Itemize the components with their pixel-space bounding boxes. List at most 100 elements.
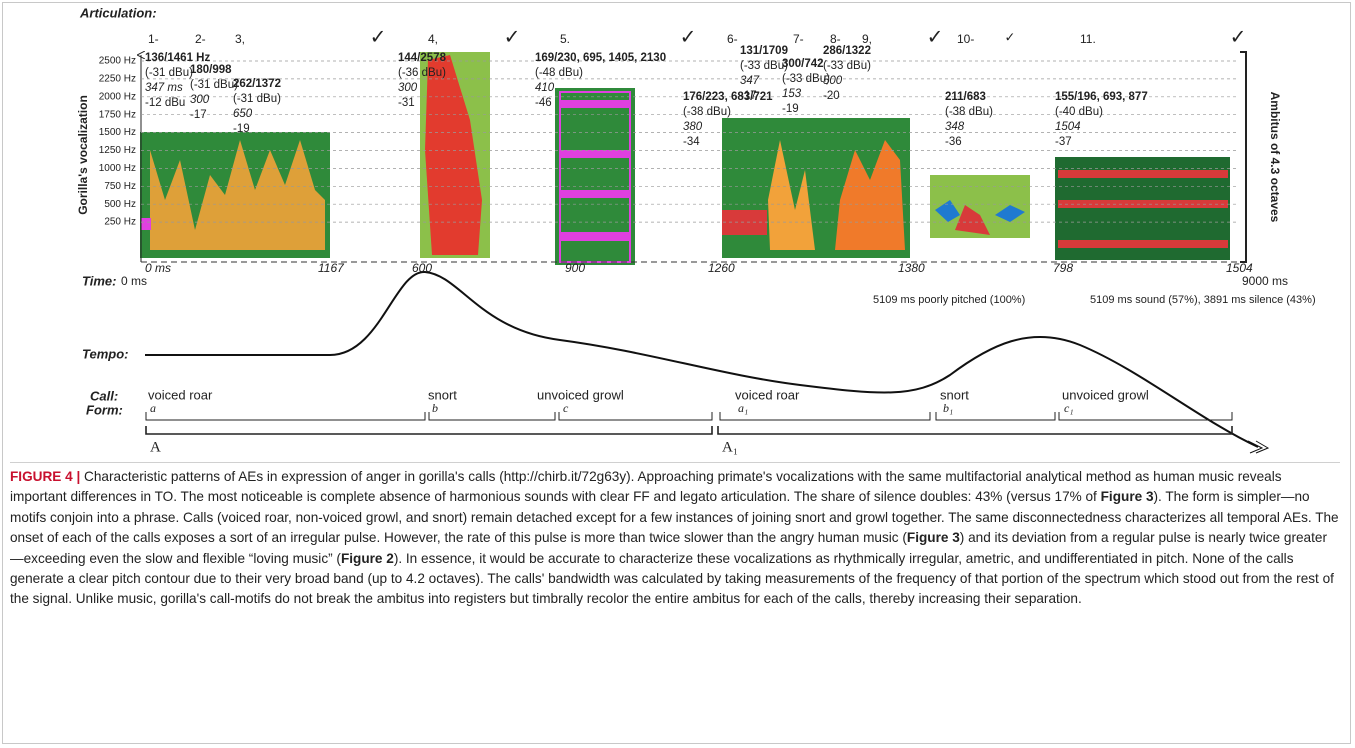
y-tick-label: 1500 Hz bbox=[99, 127, 136, 138]
annotation: 144/2578 bbox=[398, 52, 447, 64]
annotation: -20 bbox=[823, 90, 840, 102]
annotation: (-36 dBu) bbox=[398, 67, 446, 79]
time-label: 1504 bbox=[1226, 261, 1253, 275]
annotation: 136/1461 Hz bbox=[145, 52, 210, 64]
annotation: 300 bbox=[398, 82, 418, 94]
y-tick-label: 750 Hz bbox=[104, 181, 136, 192]
row-label: Form: bbox=[86, 402, 123, 417]
section-bracket bbox=[146, 426, 712, 434]
annotation: 153 bbox=[782, 88, 802, 100]
annotation: (-38 dBu) bbox=[945, 106, 993, 118]
form-letter: a bbox=[150, 401, 156, 415]
y-tick-label: 2250 Hz bbox=[99, 74, 136, 85]
annotation: 347 bbox=[740, 75, 760, 87]
annotation: 348 bbox=[945, 121, 965, 133]
annotation: 300/742 bbox=[782, 58, 824, 70]
articulation-mark: ✓ bbox=[504, 26, 521, 48]
form-letter: c bbox=[563, 401, 569, 415]
annotation: (-48 dBu) bbox=[535, 67, 583, 79]
articulation-mark: 1- bbox=[148, 32, 159, 46]
annotation: 500 bbox=[823, 75, 843, 87]
articulation-mark: 11. bbox=[1080, 32, 1096, 46]
call-name: unvoiced growl bbox=[1062, 387, 1149, 402]
spectrograms bbox=[140, 52, 1230, 265]
y-tick-label: 1250 Hz bbox=[99, 145, 136, 156]
form-letter: a₁ bbox=[738, 401, 748, 415]
note: 5109 ms poorly pitched (100%) bbox=[873, 294, 1025, 306]
articulation-mark: 2- bbox=[195, 32, 206, 46]
articulation-mark: ✓ bbox=[1005, 29, 1016, 44]
annotation: 347 ms bbox=[145, 82, 183, 94]
form-brackets bbox=[146, 412, 712, 420]
annotation: 286/1322 bbox=[823, 45, 871, 57]
annotation: -12 dBu bbox=[145, 97, 185, 109]
annotation: 211/683 bbox=[945, 91, 986, 103]
annotation: (-31 dBu) bbox=[233, 93, 281, 105]
articulation-mark: ✓ bbox=[370, 26, 387, 48]
time-label: 900 bbox=[565, 261, 585, 275]
time-label: 1380 bbox=[898, 261, 925, 275]
section-label: A₁ bbox=[722, 439, 738, 455]
form-letter: b bbox=[432, 401, 438, 415]
annotation: -31 bbox=[398, 97, 415, 109]
annotation: -46 bbox=[535, 97, 552, 109]
y-axis-title: Gorilla's vocalization bbox=[76, 95, 90, 215]
note: 5109 ms sound (57%), 3891 ms silence (43… bbox=[1090, 294, 1316, 306]
annotation: -19 bbox=[233, 123, 250, 135]
annotation: (-33 dBu) bbox=[823, 60, 871, 72]
y-tick-label: 2000 Hz bbox=[99, 91, 136, 102]
form-letter: b₁ bbox=[943, 401, 953, 415]
section-label: A bbox=[150, 439, 161, 455]
caption-text: Characteristic patterns of AEs in expres… bbox=[10, 469, 1282, 504]
annotation: -37 bbox=[1055, 136, 1072, 148]
ambitus-label: Ambitus of 4.3 octaves bbox=[1268, 92, 1282, 223]
articulation-mark: 10- bbox=[957, 32, 974, 46]
caption: FIGURE 4 | Characteristic patterns of AE… bbox=[10, 462, 1340, 610]
annotation: (-40 dBu) bbox=[1055, 106, 1103, 118]
articulation-mark: 6- bbox=[727, 32, 738, 46]
form-letter: c₁ bbox=[1064, 401, 1074, 415]
annotation: -17 bbox=[740, 90, 757, 102]
caption-label: FIGURE 4 | bbox=[10, 469, 80, 484]
annotation: (-38 dBu) bbox=[683, 106, 731, 118]
articulation-mark: 7- bbox=[793, 32, 804, 46]
time-label: 9000 ms bbox=[1242, 274, 1288, 288]
articulation-mark: 4, bbox=[428, 32, 438, 46]
y-tick-label: 500 Hz bbox=[104, 199, 136, 210]
annotation: 262/1372 bbox=[233, 78, 281, 90]
form-brackets bbox=[720, 412, 1232, 420]
articulation-mark: ✓ bbox=[1230, 26, 1247, 48]
articulation-mark: ✓ bbox=[680, 26, 697, 48]
annotation: 180/998 bbox=[190, 64, 232, 76]
annotation: -34 bbox=[683, 136, 700, 148]
annotation: 169/230, 695, 1405, 2130 bbox=[535, 52, 666, 64]
time-label: 0 ms bbox=[145, 261, 171, 275]
annotation: (-31 dBu) bbox=[190, 79, 238, 91]
ambitus-bracket bbox=[1240, 52, 1246, 262]
annotation: 155/196, 693, 877 bbox=[1055, 91, 1148, 103]
figure: Articulation: Time: Tempo: Call: Form: G… bbox=[0, 0, 1355, 458]
annotation: (-33 dBu) bbox=[740, 60, 788, 72]
y-tick-label: 1000 Hz bbox=[99, 163, 136, 174]
figure-ref: Figure 3 bbox=[907, 530, 960, 545]
call-name: voiced roar bbox=[148, 387, 213, 402]
y-tick-label: 2500 Hz bbox=[99, 56, 136, 67]
annotation: -36 bbox=[945, 136, 962, 148]
row-label: Call: bbox=[90, 388, 118, 403]
row-label: Articulation: bbox=[79, 5, 157, 20]
call-name: unvoiced growl bbox=[537, 387, 624, 402]
section-bracket bbox=[718, 426, 1232, 434]
annotation: 300 bbox=[190, 94, 210, 106]
row-label: Tempo: bbox=[82, 346, 128, 361]
row-label: Time: bbox=[82, 273, 116, 288]
annotation: 176/223, 683/721 bbox=[683, 91, 773, 103]
annotation: 1504 bbox=[1055, 121, 1081, 133]
articulation-mark: ✓ bbox=[927, 26, 944, 48]
time-label: 0 ms bbox=[121, 274, 147, 288]
y-tick-label: 1750 Hz bbox=[99, 109, 136, 120]
time-label: 1260 bbox=[708, 261, 735, 275]
time-label: 600 bbox=[412, 261, 432, 275]
time-label: 1167 bbox=[318, 261, 345, 275]
annotation: -19 bbox=[782, 103, 799, 115]
annotation: -17 bbox=[190, 109, 207, 121]
